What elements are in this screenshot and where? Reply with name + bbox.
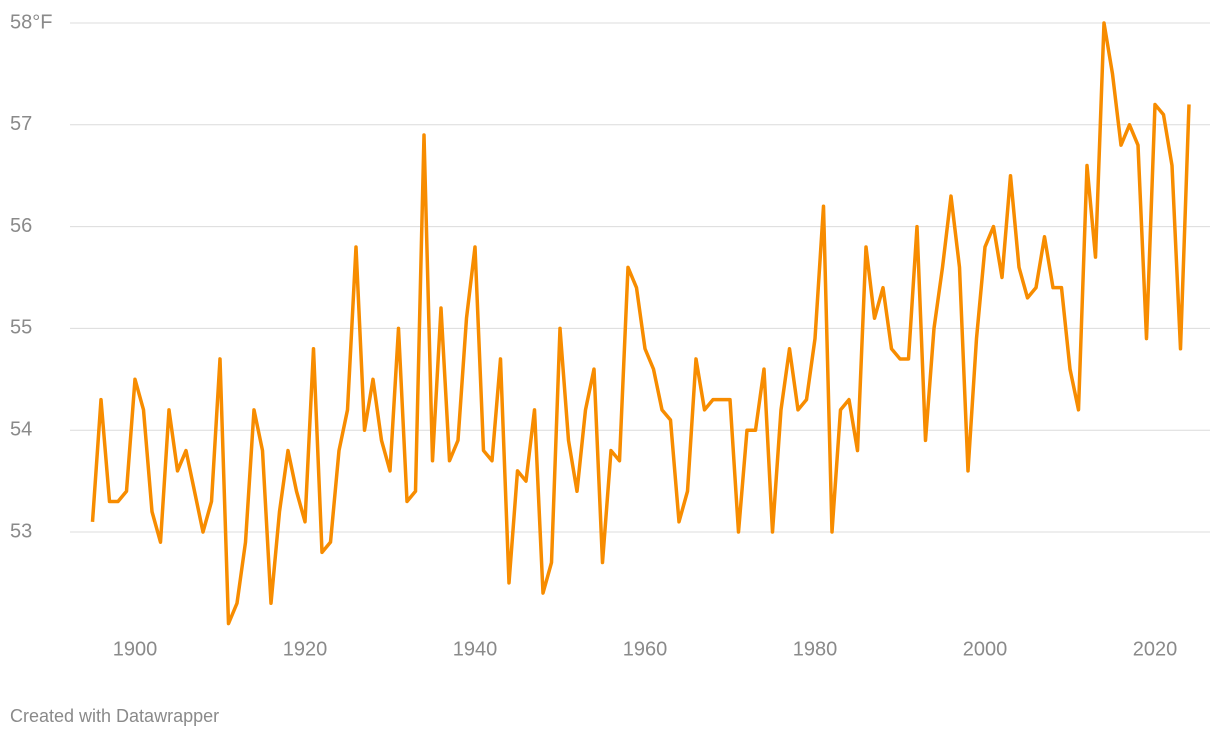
y-tick-label: 58°F — [10, 11, 52, 33]
x-tick-label: 1920 — [283, 638, 328, 660]
x-tick-label: 1960 — [623, 638, 668, 660]
y-tick-label: 54 — [10, 418, 32, 440]
y-tick-label: 56 — [10, 215, 32, 237]
y-tick-label: 55 — [10, 317, 32, 339]
x-tick-label: 2020 — [1133, 638, 1178, 660]
line — [90, 21, 1191, 626]
x-tick-label: 1980 — [793, 638, 838, 660]
y-tick-label: 53 — [10, 520, 32, 542]
credit: Created with Datawrapper — [10, 706, 219, 726]
x-tick-label: 1900 — [113, 638, 158, 660]
y-tick-label: 57 — [10, 113, 32, 135]
x-tick-label: 2000 — [963, 638, 1008, 660]
x-tick-label: 1940 — [453, 638, 498, 660]
